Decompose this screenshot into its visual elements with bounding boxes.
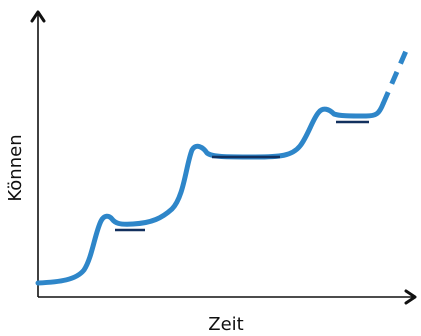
x-axis (38, 289, 417, 305)
y-axis-label: Können (5, 134, 26, 201)
plateau-markers (115, 120, 369, 232)
learning-curve (35, 101, 386, 286)
y-axis (30, 10, 46, 297)
learning-curve-projection (380, 43, 412, 105)
x-axis-arrow-icon (404, 289, 417, 305)
y-axis-arrow-icon (30, 10, 46, 23)
x-axis-label: Zeit (208, 314, 243, 335)
